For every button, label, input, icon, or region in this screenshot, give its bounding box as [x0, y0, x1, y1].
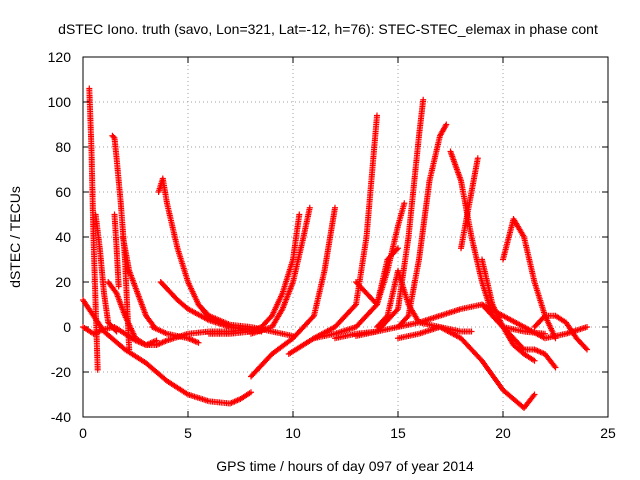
series-9	[80, 324, 160, 348]
series-14	[248, 204, 338, 380]
data-point	[584, 346, 590, 353]
series-8	[80, 297, 254, 407]
series-19	[353, 200, 408, 308]
series-20	[374, 267, 475, 335]
plot-frame	[82, 56, 609, 418]
series-3	[111, 211, 122, 290]
data-point	[519, 345, 526, 352]
data-point	[395, 245, 401, 252]
chart-title: dSTEC Iono. truth (savo, Lon=321, Lat=-1…	[58, 21, 598, 37]
data-point	[401, 200, 408, 207]
data-point	[420, 96, 427, 103]
data-point	[248, 389, 254, 396]
series-15	[285, 112, 380, 357]
x-axis-label: GPS time / hours of day 097 of year 2014	[216, 458, 474, 474]
data-point	[94, 366, 101, 373]
series-28	[395, 324, 538, 411]
grid	[83, 57, 608, 417]
data-point	[552, 364, 559, 371]
data-point	[584, 324, 590, 330]
data-point	[582, 345, 589, 352]
data-point	[531, 391, 538, 398]
data-point	[531, 357, 538, 364]
y-tick-label: 0	[63, 319, 71, 335]
x-tick-label: 10	[285, 425, 301, 441]
data-point	[374, 112, 380, 119]
series-23	[458, 155, 481, 252]
x-tick-label: 15	[390, 425, 406, 441]
y-tick-label: 40	[55, 229, 71, 245]
series-1	[92, 211, 120, 335]
data-point	[530, 392, 537, 399]
series-22	[447, 148, 548, 337]
y-tick-label: 80	[55, 139, 71, 155]
y-axis-label: dSTEC / TECUs	[7, 186, 23, 288]
series-26	[479, 301, 559, 371]
data-point	[153, 337, 160, 344]
data-point	[468, 328, 475, 335]
data-points	[80, 85, 590, 411]
data-point	[443, 121, 450, 128]
y-tick-label: 120	[48, 49, 72, 65]
data-point	[115, 283, 122, 290]
series-11	[195, 301, 296, 339]
series-0	[86, 85, 101, 373]
data-point	[540, 314, 547, 320]
series-21	[395, 301, 590, 342]
data-point	[296, 211, 303, 218]
series-27	[531, 312, 590, 353]
data-point	[306, 204, 313, 211]
x-tick-label: 0	[79, 425, 87, 441]
series-17	[332, 96, 427, 342]
data-point	[332, 204, 338, 211]
series-18	[353, 121, 450, 339]
data-point	[552, 335, 559, 342]
data-point	[195, 339, 202, 346]
y-tick-label: 100	[48, 94, 72, 110]
data-point	[351, 302, 358, 309]
x-tick-label: 20	[495, 425, 511, 441]
data-point	[404, 314, 411, 320]
data-point	[474, 155, 481, 162]
series-13	[248, 204, 313, 337]
data-point	[542, 330, 548, 337]
y-tick-label: -40	[51, 409, 71, 425]
axis-ticks: 0 5 10 15 20 25 -40 -20 0 20 40 60 80 100 120	[48, 49, 616, 441]
x-tick-label: 5	[184, 425, 192, 441]
series-25	[500, 216, 559, 342]
series-12	[206, 211, 303, 337]
y-tick-label: -20	[51, 364, 71, 380]
y-tick-label: 60	[55, 184, 71, 200]
data-point	[551, 363, 558, 370]
y-tick-label: 20	[55, 274, 71, 290]
data-point	[110, 133, 117, 140]
data-point	[393, 307, 400, 314]
x-tick-label: 25	[600, 425, 616, 441]
series-10	[149, 324, 202, 346]
